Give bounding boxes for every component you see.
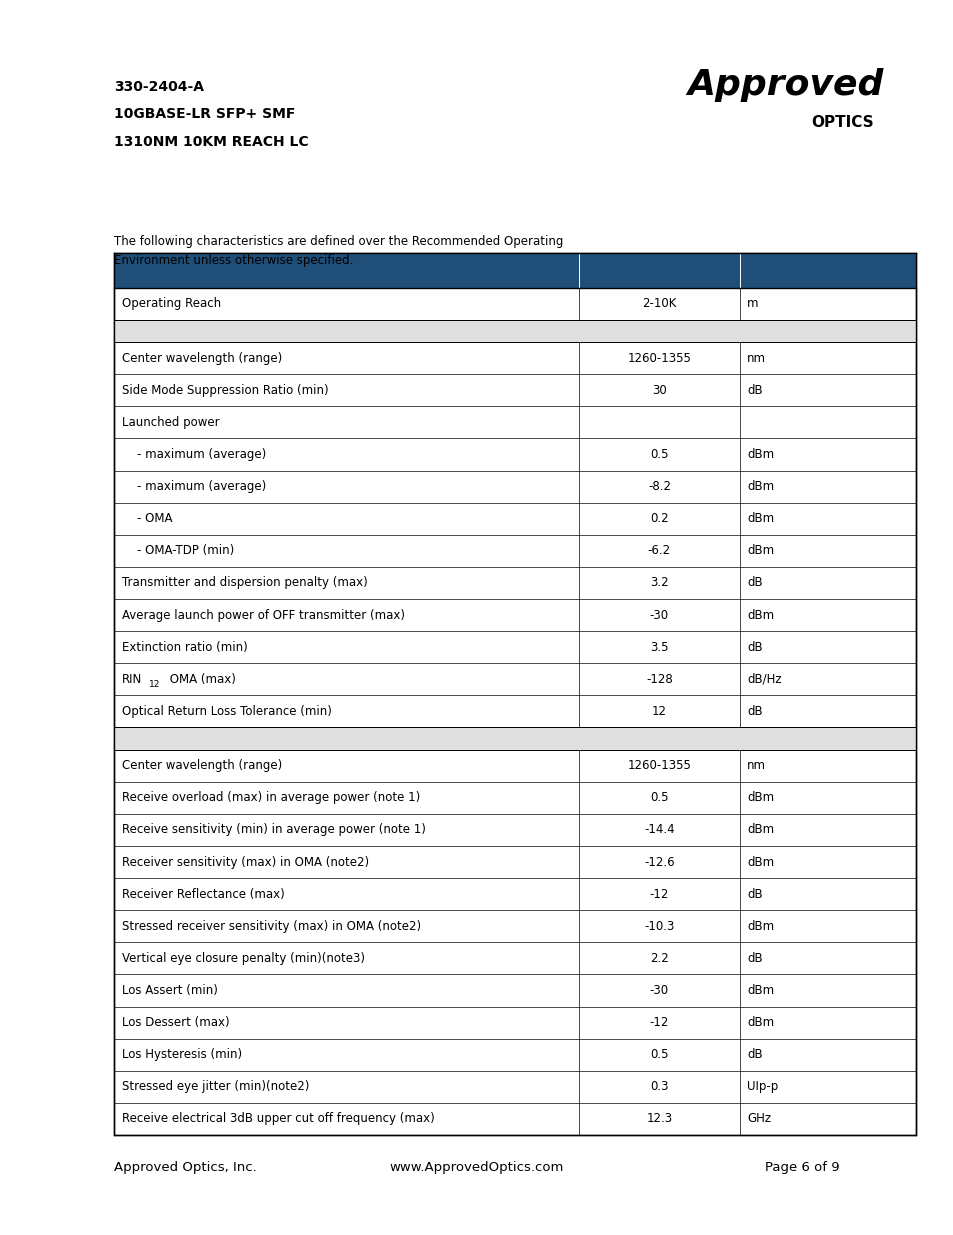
Text: Center wavelength (range): Center wavelength (range) — [122, 352, 282, 364]
Bar — [114, 727, 915, 750]
Text: -30: -30 — [649, 984, 668, 997]
Text: The following characteristics are defined over the Recommended Operating
Environ: The following characteristics are define… — [114, 235, 563, 267]
Text: RIN: RIN — [122, 673, 142, 685]
Text: 12: 12 — [651, 705, 666, 718]
Text: dBm: dBm — [746, 448, 774, 461]
Text: m: m — [746, 298, 758, 310]
Text: nm: nm — [746, 760, 765, 772]
Text: Los Assert (min): Los Assert (min) — [122, 984, 217, 997]
Text: 12.3: 12.3 — [646, 1113, 672, 1125]
Text: 3.5: 3.5 — [650, 641, 668, 653]
Text: 3.2: 3.2 — [649, 577, 668, 589]
Text: 0.3: 0.3 — [650, 1081, 668, 1093]
Text: -10.3: -10.3 — [643, 920, 674, 932]
Text: Receiver sensitivity (max) in OMA (note2): Receiver sensitivity (max) in OMA (note2… — [122, 856, 369, 868]
Text: dB: dB — [746, 1049, 762, 1061]
Text: - maximum (average): - maximum (average) — [122, 448, 266, 461]
Text: Receiver Reflectance (max): Receiver Reflectance (max) — [122, 888, 285, 900]
Text: dBm: dBm — [746, 1016, 774, 1029]
Text: -14.4: -14.4 — [643, 824, 674, 836]
Text: Center wavelength (range): Center wavelength (range) — [122, 760, 282, 772]
Text: Los Dessert (max): Los Dessert (max) — [122, 1016, 230, 1029]
Text: Receive overload (max) in average power (note 1): Receive overload (max) in average power … — [122, 792, 420, 804]
Text: Los Hysteresis (min): Los Hysteresis (min) — [122, 1049, 242, 1061]
Text: UIp-p: UIp-p — [746, 1081, 778, 1093]
Text: -6.2: -6.2 — [647, 545, 670, 557]
Text: -8.2: -8.2 — [647, 480, 670, 493]
Text: 0.5: 0.5 — [650, 792, 668, 804]
Text: Receive electrical 3dB upper cut off frequency (max): Receive electrical 3dB upper cut off fre… — [122, 1113, 435, 1125]
Text: - OMA: - OMA — [122, 513, 172, 525]
Text: Transmitter and dispersion penalty (max): Transmitter and dispersion penalty (max) — [122, 577, 368, 589]
Text: Page 6 of 9: Page 6 of 9 — [764, 1161, 839, 1173]
Bar — [114, 253, 915, 1135]
Text: -30: -30 — [649, 609, 668, 621]
Text: Approved: Approved — [686, 68, 882, 103]
Text: dBm: dBm — [746, 792, 774, 804]
Text: Optical Return Loss Tolerance (min): Optical Return Loss Tolerance (min) — [122, 705, 332, 718]
Text: dB: dB — [746, 952, 762, 965]
Text: OMA (max): OMA (max) — [166, 673, 235, 685]
Text: 10GBASE-LR SFP+ SMF: 10GBASE-LR SFP+ SMF — [114, 107, 295, 121]
Text: 12: 12 — [149, 679, 160, 689]
Text: dB: dB — [746, 577, 762, 589]
Text: dB: dB — [746, 641, 762, 653]
Text: OPTICS: OPTICS — [810, 115, 873, 130]
Text: Stressed receiver sensitivity (max) in OMA (note2): Stressed receiver sensitivity (max) in O… — [122, 920, 421, 932]
Text: 2-10K: 2-10K — [641, 298, 676, 310]
Text: Side Mode Suppression Ratio (min): Side Mode Suppression Ratio (min) — [122, 384, 329, 396]
Text: -12: -12 — [649, 888, 668, 900]
Text: nm: nm — [746, 352, 765, 364]
Text: dBm: dBm — [746, 545, 774, 557]
Text: Approved Optics, Inc.: Approved Optics, Inc. — [114, 1161, 257, 1173]
Text: dB: dB — [746, 705, 762, 718]
Text: -128: -128 — [645, 673, 672, 685]
Text: dBm: dBm — [746, 480, 774, 493]
Text: dB: dB — [746, 384, 762, 396]
Text: - OMA-TDP (min): - OMA-TDP (min) — [122, 545, 234, 557]
Text: dBm: dBm — [746, 984, 774, 997]
Text: 0.5: 0.5 — [650, 448, 668, 461]
Text: Receive sensitivity (min) in average power (note 1): Receive sensitivity (min) in average pow… — [122, 824, 426, 836]
Text: - maximum (average): - maximum (average) — [122, 480, 266, 493]
Text: dB/Hz: dB/Hz — [746, 673, 781, 685]
Text: Extinction ratio (min): Extinction ratio (min) — [122, 641, 248, 653]
Text: dBm: dBm — [746, 824, 774, 836]
Bar — [114, 253, 915, 288]
Text: dBm: dBm — [746, 513, 774, 525]
Text: 1310NM 10KM REACH LC: 1310NM 10KM REACH LC — [114, 135, 309, 148]
Text: 0.2: 0.2 — [649, 513, 668, 525]
Text: GHz: GHz — [746, 1113, 770, 1125]
Text: dBm: dBm — [746, 920, 774, 932]
Text: 2.2: 2.2 — [649, 952, 668, 965]
Text: dB: dB — [746, 888, 762, 900]
Text: 0.5: 0.5 — [650, 1049, 668, 1061]
Text: 330-2404-A: 330-2404-A — [114, 80, 204, 94]
Text: 30: 30 — [651, 384, 666, 396]
Text: Operating Reach: Operating Reach — [122, 298, 221, 310]
Text: 1260-1355: 1260-1355 — [627, 352, 691, 364]
Text: dBm: dBm — [746, 856, 774, 868]
Text: Vertical eye closure penalty (min)(note3): Vertical eye closure penalty (min)(note3… — [122, 952, 365, 965]
Text: -12.6: -12.6 — [643, 856, 674, 868]
Text: Launched power: Launched power — [122, 416, 219, 429]
Text: 1260-1355: 1260-1355 — [627, 760, 691, 772]
Text: -12: -12 — [649, 1016, 668, 1029]
Bar — [114, 320, 915, 342]
Text: Stressed eye jitter (min)(note2): Stressed eye jitter (min)(note2) — [122, 1081, 309, 1093]
Text: www.ApprovedOptics.com: www.ApprovedOptics.com — [390, 1161, 563, 1173]
Text: dBm: dBm — [746, 609, 774, 621]
Text: Average launch power of OFF transmitter (max): Average launch power of OFF transmitter … — [122, 609, 405, 621]
